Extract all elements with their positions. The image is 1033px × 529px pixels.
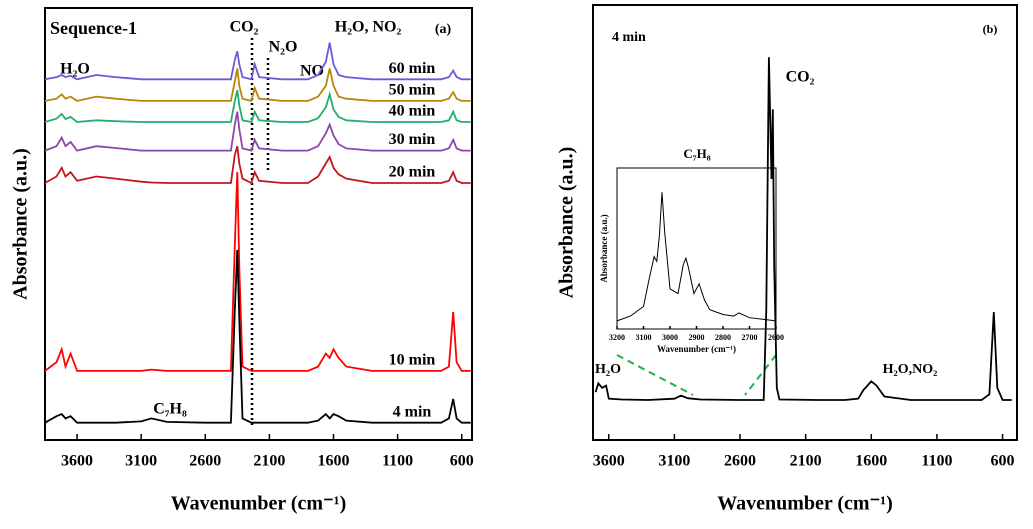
series-label: 4 min: [393, 403, 432, 420]
x-tick-label: 2600: [724, 453, 756, 470]
series-label: 10 min: [389, 352, 436, 369]
annotation: (a): [435, 22, 452, 37]
x-axis-label: Wavenumber (cm⁻¹): [657, 344, 736, 354]
zoom-line: [744, 354, 777, 396]
x-tick-label: 2600: [189, 453, 221, 470]
x-tick-label: 3100: [658, 453, 690, 470]
x-axis-label: Wavenumber (cm⁻¹): [171, 493, 347, 515]
series-label: 4 min: [612, 30, 646, 45]
spectrum: [616, 192, 777, 322]
annotation: H₂O: [595, 362, 621, 377]
x-tick-label: 3100: [125, 453, 157, 470]
series-label: 20 min: [389, 164, 436, 181]
annotation: CO₂: [230, 19, 259, 36]
annotation: C₇H₈: [153, 401, 187, 418]
annotation: H₂O,NO₂: [883, 362, 938, 377]
x-tick-label: 1100: [382, 453, 413, 470]
x-tick-label: 2900: [689, 333, 705, 342]
x-tick-label: 600: [991, 453, 1015, 470]
plot-frame: [44, 7, 473, 441]
spectrum: [44, 42, 471, 81]
annotation: H₂O: [60, 61, 90, 78]
x-tick-label: 1100: [921, 453, 952, 470]
annotation: H₂O, NO₂: [335, 19, 402, 36]
y-axis-label: Absorbance (a.u.): [599, 214, 609, 282]
x-tick-label: 3600: [593, 453, 625, 470]
plot-frame: [616, 167, 777, 330]
x-tick-label: 3600: [61, 453, 93, 470]
x-tick-label: 600: [450, 453, 474, 470]
y-axis-label: Absorbance (a.u.): [10, 148, 32, 300]
zoom-line: [616, 354, 694, 396]
x-axis-label: Wavenumber (cm⁻¹): [717, 493, 893, 515]
x-tick-label: 3100: [636, 333, 652, 342]
x-tick-label: 1600: [855, 453, 887, 470]
inset-title: C₇H₈: [683, 146, 710, 161]
x-tick-label: 2700: [742, 333, 758, 342]
series-label: 30 min: [389, 131, 436, 148]
series-label: 60 min: [389, 60, 436, 77]
x-tick-label: 2600: [768, 333, 784, 342]
x-tick-label: 1600: [318, 453, 350, 470]
spectrum: [44, 145, 471, 185]
series-label: 40 min: [389, 103, 436, 120]
annotation: (b): [983, 22, 998, 36]
annotation: N₂O: [269, 39, 298, 56]
spectrum: [44, 249, 471, 424]
x-tick-label: 3000: [662, 333, 678, 342]
x-tick-label: 2100: [253, 453, 285, 470]
y-axis-label: Absorbance (a.u.): [556, 147, 578, 299]
annotation: CO₂: [786, 69, 815, 86]
x-tick-label: 2800: [715, 333, 731, 342]
spectrum: [44, 111, 471, 152]
x-tick-label: 2100: [790, 453, 822, 470]
spectrum: [44, 172, 471, 372]
spectrum: [44, 68, 471, 102]
spectrum: [44, 89, 471, 124]
annotation: Sequence-1: [50, 18, 137, 38]
x-tick-label: 3200: [609, 333, 625, 342]
series-label: 50 min: [389, 82, 436, 99]
